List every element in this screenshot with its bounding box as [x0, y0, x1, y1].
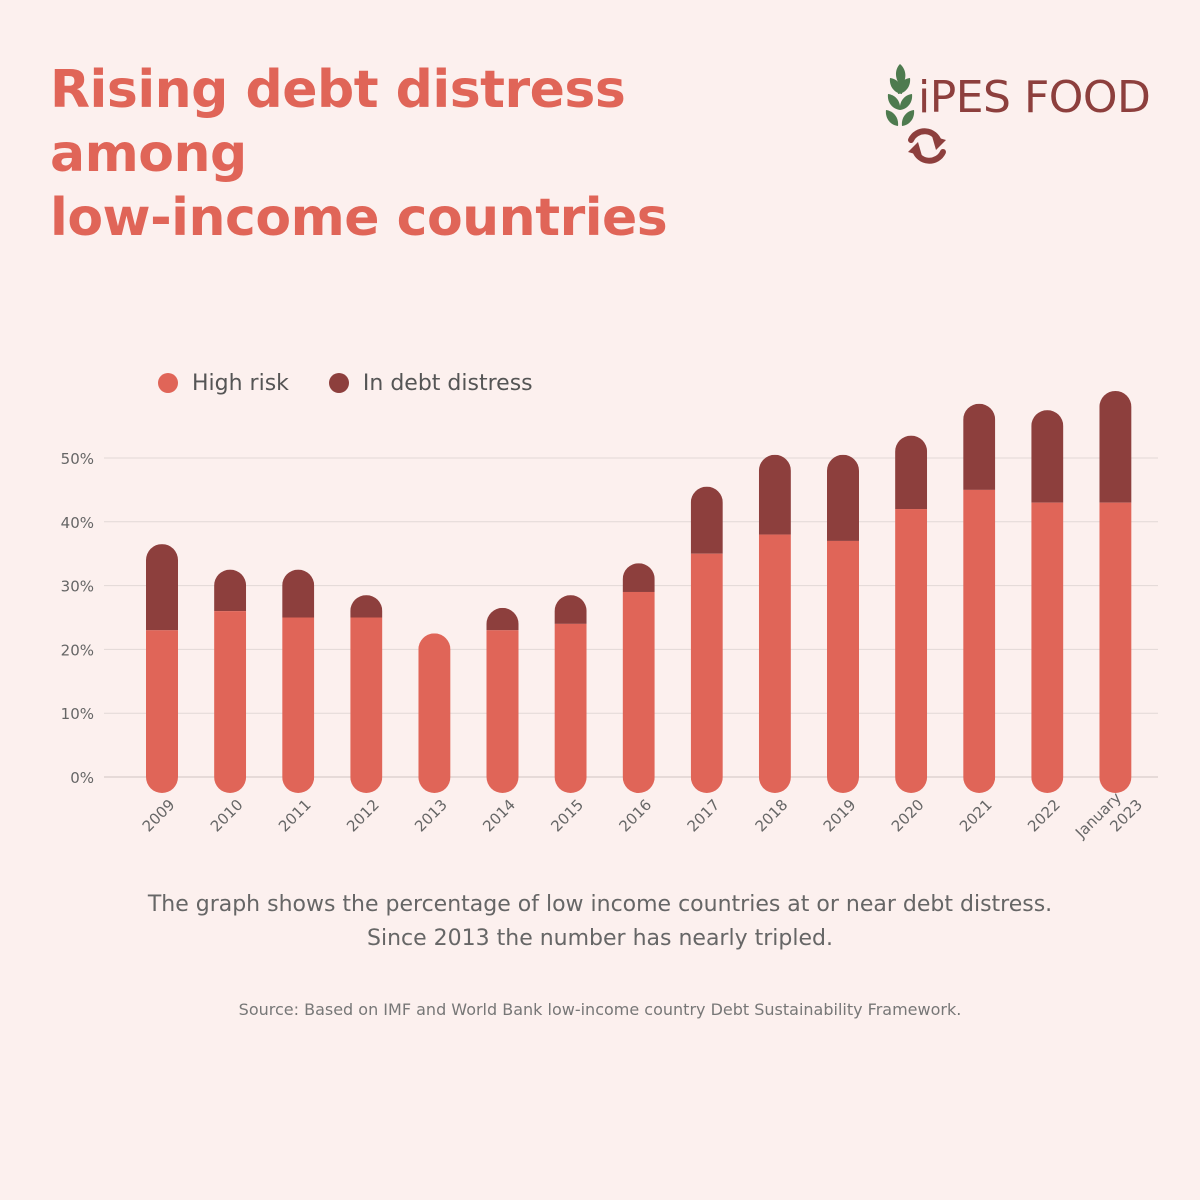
wheat-icon [885, 64, 915, 126]
bar-group [622, 563, 655, 793]
chart-legend: High risk In debt distress [158, 366, 533, 400]
x-tick-label: January2023 [1071, 782, 1146, 857]
ipes-food-logo [885, 64, 946, 164]
x-tick-label: 2018 [752, 796, 792, 836]
bar-group [895, 435, 928, 793]
bar-high-risk [963, 489, 996, 793]
bar-high-risk [895, 509, 928, 793]
bar-high-risk [622, 591, 655, 793]
caption-line-1: The graph shows the percentage of low in… [147, 892, 1053, 917]
logo-text: iPES FOOD [918, 72, 1151, 123]
bar-group [214, 569, 247, 793]
bar-group [1099, 390, 1132, 793]
x-tick-label: 2013 [411, 796, 451, 836]
y-tick-label: 50% [61, 450, 94, 468]
bar-group [146, 544, 178, 793]
legend-label-high-risk: High risk [192, 370, 289, 396]
bar-group [554, 595, 587, 793]
x-tick-label: 2015 [547, 796, 587, 836]
x-tick-label: 2011 [275, 796, 315, 836]
bar-in-debt-distress [895, 435, 928, 510]
bar-group [1031, 410, 1064, 793]
bar-group [486, 607, 519, 793]
x-tick-label: 2022 [1024, 796, 1064, 836]
caption-line-2: Since 2013 the number has nearly tripled… [367, 926, 833, 951]
legend-label-in-debt-distress: In debt distress [362, 370, 533, 396]
x-tick-label: 2014 [479, 796, 519, 836]
y-tick-label: 40% [61, 514, 94, 532]
bar-high-risk [282, 617, 315, 793]
bar-high-risk [350, 617, 383, 793]
bar-in-debt-distress [758, 454, 791, 535]
bar-high-risk [486, 630, 519, 793]
title-line-2: low-income countries [50, 188, 668, 248]
legend-item-high-risk: High risk [158, 371, 289, 396]
x-tick-label: 2010 [207, 796, 247, 836]
bar-in-debt-distress [963, 403, 996, 490]
bar-group [418, 633, 451, 793]
legend-item-in-debt-distress: In debt distress [328, 370, 533, 396]
x-tick-label: 2016 [615, 796, 655, 836]
legend-swatch-in-debt-distress [328, 373, 349, 393]
x-tick-label: 2009 [139, 796, 179, 836]
y-tick-label: 10% [61, 705, 94, 723]
y-tick-label: 30% [61, 578, 94, 596]
bar-in-debt-distress [350, 595, 383, 618]
bar-in-debt-distress [486, 607, 519, 631]
bar-in-debt-distress [282, 569, 315, 618]
x-tick-label: 2012 [343, 796, 383, 836]
chart-title: Rising debt distress among low-income co… [50, 58, 810, 250]
bar-high-risk [554, 623, 587, 793]
bar-high-risk [1031, 502, 1064, 793]
y-tick-label: 0% [70, 769, 94, 787]
bar-in-debt-distress [554, 595, 587, 624]
title-line-1: Rising debt distress among [50, 60, 626, 184]
bar-in-debt-distress [827, 454, 859, 541]
bar-high-risk [827, 540, 859, 793]
bar-high-risk [418, 633, 451, 793]
bar-in-debt-distress [622, 563, 655, 592]
bar-group [690, 486, 723, 793]
legend-swatch-high-risk [158, 373, 178, 393]
bar-high-risk [758, 534, 791, 793]
bar-group [758, 454, 791, 793]
bar-high-risk [214, 611, 247, 793]
bar-in-debt-distress [690, 486, 723, 554]
bar-in-debt-distress [214, 569, 247, 612]
source-note: Source: Based on IMF and World Bank low-… [238, 1000, 962, 1019]
bar-group [282, 569, 315, 793]
bar-group [827, 454, 859, 793]
bar-high-risk [146, 630, 178, 793]
x-tick-label: 2019 [820, 796, 860, 836]
x-tick-label: 2017 [684, 796, 724, 836]
bar-in-debt-distress [146, 544, 178, 631]
x-tick-label: 2021 [956, 796, 996, 836]
bar-in-debt-distress [1099, 390, 1132, 503]
bar-group [963, 403, 996, 793]
chart-caption: The graph shows the percentage of low in… [100, 888, 1100, 956]
bar-high-risk [690, 553, 723, 793]
bar-in-debt-distress [1031, 410, 1064, 503]
y-tick-label: 20% [61, 641, 94, 659]
x-tick-label: 2020 [888, 796, 928, 836]
bar-high-risk [1099, 502, 1132, 793]
bar-group [350, 595, 383, 793]
